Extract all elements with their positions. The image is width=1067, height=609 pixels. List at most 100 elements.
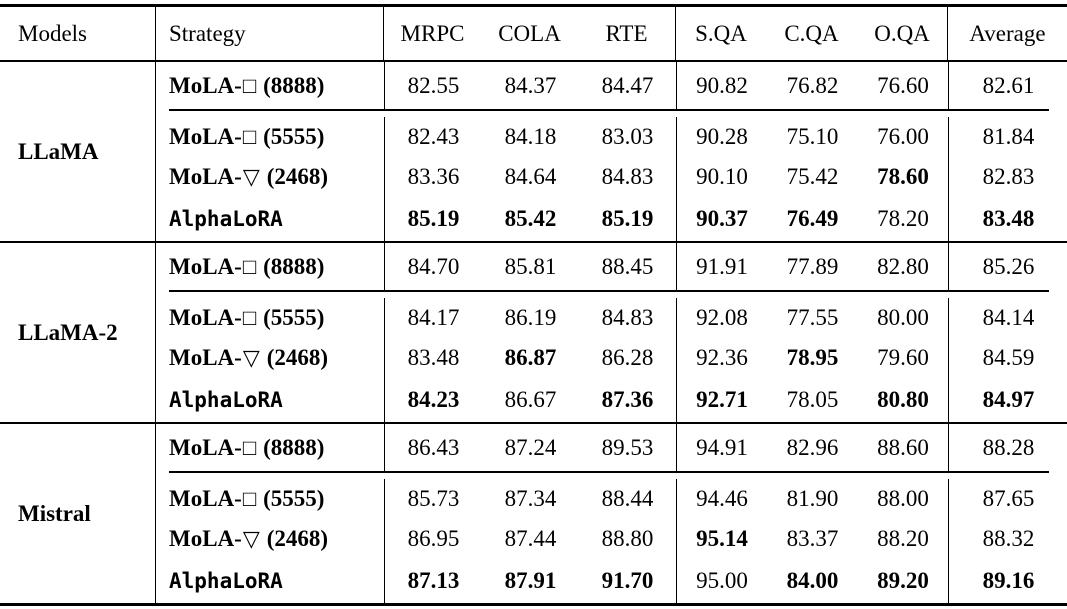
value-cell: 86.87 bbox=[504, 345, 557, 370]
strategy-text: AlphaLoRA bbox=[169, 569, 283, 593]
expert-shape-icon: □ bbox=[242, 124, 257, 149]
value-cell: 84.00 bbox=[786, 568, 839, 593]
value-cell: 92.36 bbox=[676, 338, 767, 378]
value-cell: 80.80 bbox=[877, 387, 929, 412]
value-cell: 83.48 bbox=[384, 338, 482, 378]
table-body: LLaMA MoLA- □ (8888) 82.55 84.37 84.47 90.82 76.… bbox=[0, 62, 1067, 603]
value-cell: 85.81 bbox=[504, 253, 557, 279]
strategy-label: AlphaLoRA bbox=[156, 559, 384, 603]
strategy-prefix: MoLA- bbox=[169, 526, 242, 551]
value-cell: 83.03 bbox=[601, 124, 654, 149]
value-cell: 82.55 bbox=[384, 62, 482, 109]
strategy-prefix: MoLA- bbox=[169, 72, 242, 98]
value-cell: 84.47 bbox=[601, 72, 654, 98]
value-cell: 75.10 bbox=[786, 124, 839, 149]
value-cell: 92.71 bbox=[676, 378, 767, 422]
strategy-prefix: MoLA- bbox=[169, 253, 242, 279]
value-cell: 77.55 bbox=[786, 305, 839, 330]
table-row: MoLA- □ (5555) 82.43 84.18 83.03 90.28 75.10 76.… bbox=[156, 117, 1067, 157]
value-cell: 89.16 bbox=[948, 559, 1067, 603]
value-cell: 87.44 bbox=[504, 526, 557, 551]
value-cell: 85.19 bbox=[384, 197, 482, 241]
cmidrule-line bbox=[169, 290, 1049, 292]
strategy-label: MoLA- □ (8888) bbox=[156, 62, 384, 109]
strategy-config: (5555) bbox=[263, 124, 325, 149]
value-cell: 86.28 bbox=[601, 345, 654, 370]
strategy-label: MoLA- ▽ (2468) bbox=[156, 157, 384, 197]
value-cell: 78.05 bbox=[786, 387, 839, 412]
value-cell: 91.91 bbox=[676, 243, 767, 290]
group-rows: MoLA- □ (8888) 82.55 84.37 84.47 90.82 76.82 76.… bbox=[155, 62, 1067, 241]
value-cell: 84.70 bbox=[384, 243, 482, 290]
header-cell-rte: RTE bbox=[605, 20, 648, 46]
model-group: Mistral MoLA- □ (8888) 86.43 87.24 89.53 94.91 8… bbox=[0, 424, 1067, 603]
value-cell: 87.13 bbox=[384, 559, 482, 603]
expert-shape-icon: ▽ bbox=[242, 164, 260, 189]
header-cell-average: Average bbox=[947, 7, 1067, 60]
value-cell: 89.20 bbox=[877, 568, 929, 593]
header-cell-models: Models bbox=[18, 20, 87, 46]
value-cell: 86.43 bbox=[384, 424, 482, 471]
value-cell: 89.53 bbox=[601, 434, 654, 460]
value-cell: 81.90 bbox=[786, 486, 839, 511]
value-cell: 82.61 bbox=[948, 62, 1067, 109]
value-cell: 85.42 bbox=[504, 206, 557, 231]
value-cell: 88.80 bbox=[601, 526, 654, 551]
value-cell: 87.34 bbox=[504, 486, 557, 511]
strategy-prefix: MoLA- bbox=[169, 486, 242, 511]
table-row: MoLA- □ (5555) 85.73 87.34 88.44 94.46 81.90 88.… bbox=[156, 479, 1067, 519]
expert-shape-icon: ▽ bbox=[242, 345, 260, 370]
strategy-config: (8888) bbox=[263, 434, 325, 460]
value-cell: 90.37 bbox=[676, 197, 767, 241]
value-cell: 83.36 bbox=[384, 157, 482, 197]
strategy-prefix: MoLA- bbox=[169, 305, 242, 330]
value-cell: 91.70 bbox=[601, 568, 654, 593]
expert-shape-icon: □ bbox=[242, 434, 257, 460]
group-divider-rule bbox=[0, 241, 1067, 243]
table-row: MoLA- ▽ (2468) 83.36 84.64 84.83 90.10 75.42 78.… bbox=[156, 157, 1067, 197]
expert-shape-icon: □ bbox=[242, 253, 257, 279]
strategy-prefix: MoLA- bbox=[169, 164, 242, 189]
table-row: AlphaLoRA 85.19 85.42 85.19 90.37 76.49 78.20 8… bbox=[156, 197, 1067, 241]
value-cell: 76.60 bbox=[877, 72, 929, 98]
strategy-config: (2468) bbox=[266, 526, 329, 551]
strategy-label: MoLA- □ (5555) bbox=[156, 479, 384, 519]
value-cell: 84.18 bbox=[504, 124, 557, 149]
value-cell: 77.89 bbox=[786, 253, 839, 279]
value-cell: 84.64 bbox=[504, 164, 557, 189]
header-cell-cola: COLA bbox=[498, 20, 561, 46]
group-rows: MoLA- □ (8888) 86.43 87.24 89.53 94.91 82.96 88.… bbox=[155, 424, 1067, 603]
value-cell: 87.65 bbox=[948, 479, 1067, 519]
cmidrule bbox=[156, 471, 1067, 479]
model-group: LLaMA MoLA- □ (8888) 82.55 84.37 84.47 90.82 76.… bbox=[0, 62, 1067, 241]
model-group: LLaMA-2 MoLA- □ (8888) 84.70 85.81 88.45 91.91 7… bbox=[0, 243, 1067, 422]
strategy-prefix: MoLA- bbox=[169, 345, 242, 370]
table-row: AlphaLoRA 87.13 87.91 91.70 95.00 84.00 89.20 8… bbox=[156, 559, 1067, 603]
table-row: MoLA- □ (5555) 84.17 86.19 84.83 92.08 77.55 80.… bbox=[156, 298, 1067, 338]
value-cell: 84.83 bbox=[601, 164, 654, 189]
model-name: LLaMA-2 bbox=[18, 319, 118, 345]
strategy-label: AlphaLoRA bbox=[156, 378, 384, 422]
strategy-label: MoLA- ▽ (2468) bbox=[156, 519, 384, 559]
value-cell: 94.91 bbox=[676, 424, 767, 471]
expert-shape-icon: ▽ bbox=[242, 526, 260, 551]
strategy-label: MoLA- □ (8888) bbox=[156, 243, 384, 290]
value-cell: 88.44 bbox=[601, 486, 654, 511]
value-cell: 88.00 bbox=[877, 486, 929, 511]
value-cell: 86.19 bbox=[504, 305, 557, 330]
value-cell: 78.20 bbox=[877, 206, 929, 231]
model-name: LLaMA bbox=[18, 138, 99, 164]
table-row: AlphaLoRA 84.23 86.67 87.36 92.71 78.05 80.80 8… bbox=[156, 378, 1067, 422]
cmidrule-line bbox=[169, 471, 1049, 473]
value-cell: 87.24 bbox=[504, 434, 557, 460]
value-cell: 84.17 bbox=[384, 298, 482, 338]
value-cell: 82.80 bbox=[877, 253, 929, 279]
value-cell: 95.14 bbox=[676, 519, 767, 559]
strategy-config: (5555) bbox=[263, 305, 325, 330]
value-cell: 81.84 bbox=[948, 117, 1067, 157]
value-cell: 86.95 bbox=[384, 519, 482, 559]
table-row: MoLA- ▽ (2468) 86.95 87.44 88.80 95.14 83.37 88.… bbox=[156, 519, 1067, 559]
value-cell: 82.96 bbox=[786, 434, 839, 460]
table-header-row: Models Strategy MRPC COLA RTE S.QA C.QA O.QA Ave… bbox=[0, 7, 1067, 60]
